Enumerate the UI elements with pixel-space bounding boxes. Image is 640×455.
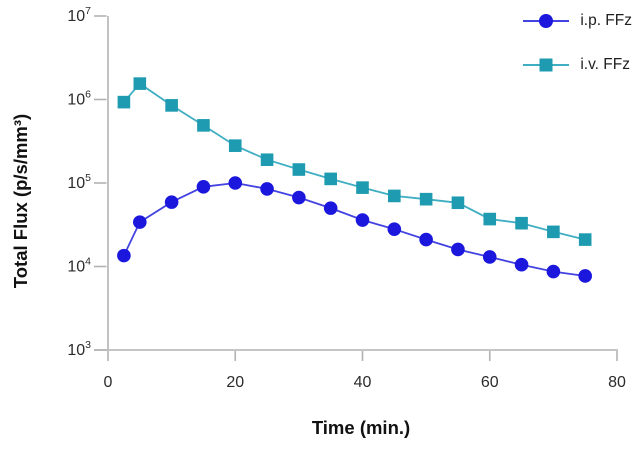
data-point-marker xyxy=(546,264,561,279)
series-line xyxy=(123,82,586,241)
x-tick-label: 20 xyxy=(226,374,244,391)
legend-label-iv-ffz: i.v. FFz xyxy=(580,56,630,73)
data-point-marker xyxy=(133,215,147,229)
x-tick-label: 40 xyxy=(354,374,372,391)
x-axis-title: Time (min.) xyxy=(312,417,410,438)
data-point-marker xyxy=(323,201,338,215)
y-tick-label: 105 xyxy=(67,172,91,192)
y-tick-label: 107 xyxy=(67,5,91,25)
data-point-marker xyxy=(388,189,401,203)
legend-label-ip-ffz: i.p. FFz xyxy=(580,12,632,29)
data-point-marker xyxy=(164,195,179,209)
data-point-marker xyxy=(292,190,306,205)
x-tick-label: 0 xyxy=(104,374,113,391)
legend-circle-marker-icon xyxy=(523,14,570,28)
y-tick-label: 104 xyxy=(67,256,91,276)
data-point-marker xyxy=(260,153,274,167)
data-point-marker xyxy=(451,242,465,257)
data-point-marker xyxy=(228,176,243,190)
data-point-marker xyxy=(165,99,178,112)
y-tick-label: 106 xyxy=(67,89,91,109)
data-point-marker xyxy=(578,233,592,246)
data-point-marker xyxy=(356,181,369,194)
legend-item-iv-ffz: i.v. FFz xyxy=(523,56,632,73)
data-point-marker xyxy=(482,250,497,264)
data-point-marker xyxy=(515,216,528,230)
data-point-marker xyxy=(292,163,306,176)
data-point-marker xyxy=(133,77,147,90)
data-point-marker xyxy=(324,172,337,186)
series-line xyxy=(123,182,586,277)
data-point-marker xyxy=(117,95,131,109)
x-tick-label: 80 xyxy=(608,374,626,391)
data-point-marker xyxy=(451,196,465,210)
y-axis-title: Total Flux (p/s/mm³) xyxy=(10,114,31,288)
y-tick-label: 103 xyxy=(67,339,91,359)
data-point-marker xyxy=(578,269,592,283)
data-point-marker xyxy=(387,222,402,236)
data-point-marker xyxy=(196,180,211,194)
data-point-marker xyxy=(514,257,529,272)
data-point-marker xyxy=(483,212,497,226)
legend-square-marker-icon xyxy=(523,58,570,72)
data-point-marker xyxy=(547,225,560,239)
data-point-marker xyxy=(197,119,210,132)
x-tick-label: 60 xyxy=(481,374,499,391)
data-point-marker xyxy=(260,182,274,196)
series-i-p-ffz xyxy=(117,176,592,283)
legend: i.p. FFz i.v. FFz xyxy=(523,12,632,73)
data-point-marker xyxy=(117,248,131,263)
series-i-v-ffz xyxy=(117,77,592,246)
data-point-marker xyxy=(355,213,370,227)
data-point-marker xyxy=(419,192,433,206)
data-point-marker xyxy=(228,139,242,152)
legend-item-ip-ffz: i.p. FFz xyxy=(523,12,632,29)
data-point-marker xyxy=(419,232,433,247)
